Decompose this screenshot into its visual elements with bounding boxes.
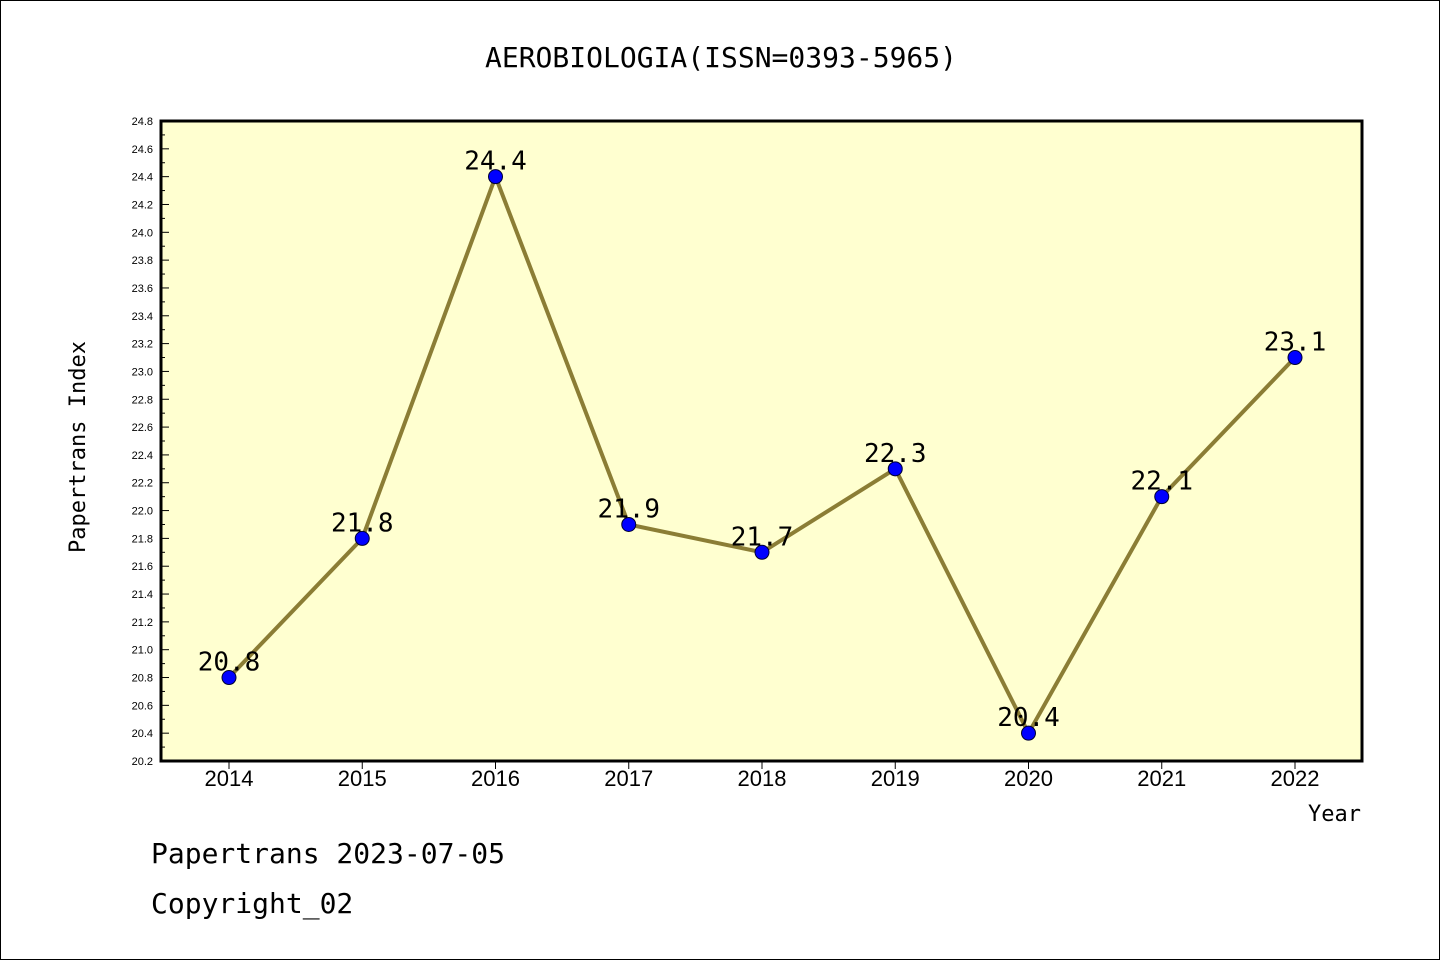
footer-date: Papertrans 2023-07-05 [151,837,506,870]
y-tick-label: 24.8 [132,116,153,128]
x-tick-label: 2017 [604,766,653,791]
y-tick-label: 24.0 [132,227,153,239]
x-tick-label: 2018 [738,766,787,791]
y-tick-label: 23.2 [132,339,153,351]
y-tick-label: 20.2 [132,756,153,768]
data-point [754,544,770,560]
data-label: 23.1 [1264,328,1327,358]
data-point [488,169,503,185]
y-tick-label: 22.2 [132,478,153,490]
y-tick-label: 21.6 [132,561,153,573]
chart-title: AEROBIOLOGIA(ISSN=0393-5965) [485,41,957,74]
y-tick-label: 22.4 [132,450,153,462]
x-tick-label: 2020 [1004,766,1053,791]
y-tick-label: 20.8 [132,673,153,685]
x-axis-title: Year [1308,802,1361,827]
y-tick-label: 21.4 [132,589,153,601]
y-tick-label: 21.0 [132,645,153,657]
x-tick-label: 2015 [338,766,387,791]
y-tick-label: 20.6 [132,700,153,712]
data-label: 22.1 [1130,467,1193,497]
data-point [1287,350,1303,366]
plot-area [161,121,1362,761]
y-tick-label: 20.4 [132,728,153,740]
y-axis: 20.2 20.4 20.6 20.8 21.0 21.2 21.4 21.6 21.8 22.0… [132,116,169,768]
data-label: 21.8 [331,508,394,538]
data-point [1154,489,1170,505]
y-tick-label: 23.8 [132,255,153,267]
data-point [887,461,903,477]
marker-group [221,169,1303,741]
y-tick-label: 23.4 [132,311,153,323]
y-tick-label: 21.2 [132,617,153,629]
y-tick-label: 21.8 [132,533,153,545]
data-label: 21.7 [731,522,794,552]
y-tick-label: 22.0 [132,506,153,518]
data-point [354,530,370,546]
data-label: 20.4 [997,703,1060,733]
data-label: 20.8 [198,648,261,678]
data-label: 22.3 [864,439,927,469]
y-tick-label: 24.6 [132,144,153,156]
x-tick-label: 2022 [1271,766,1320,791]
footer-copyright: Copyright_02 [151,887,354,920]
x-axis: 2014 2015 2016 2017 2018 2019 2020 2021 2022 [205,761,1320,791]
data-label: 24.4 [464,147,527,177]
x-tick-label: 2019 [871,766,920,791]
y-tick-label: 24.4 [132,172,153,184]
x-tick-label: 2016 [471,766,520,791]
y-tick-label: 23.0 [132,366,153,378]
y-tick-label: 23.6 [132,283,153,295]
y-axis-title: Papertrans Index [66,341,91,553]
plot-border [159,119,1364,763]
data-label: 21.9 [597,494,660,524]
x-tick-label: 2014 [205,766,254,791]
data-point [621,516,637,532]
data-point [221,670,237,686]
y-tick-label: 22.8 [132,394,153,406]
y-tick-label: 24.2 [132,199,153,211]
x-tick-label: 2021 [1137,766,1186,791]
y-tick-label: 22.6 [132,422,153,434]
data-point [1021,725,1036,741]
data-label-group: 20.8 21.8 24.4 21.9 21.7 22.3 20.4 22.1 23.1 [198,147,1327,734]
